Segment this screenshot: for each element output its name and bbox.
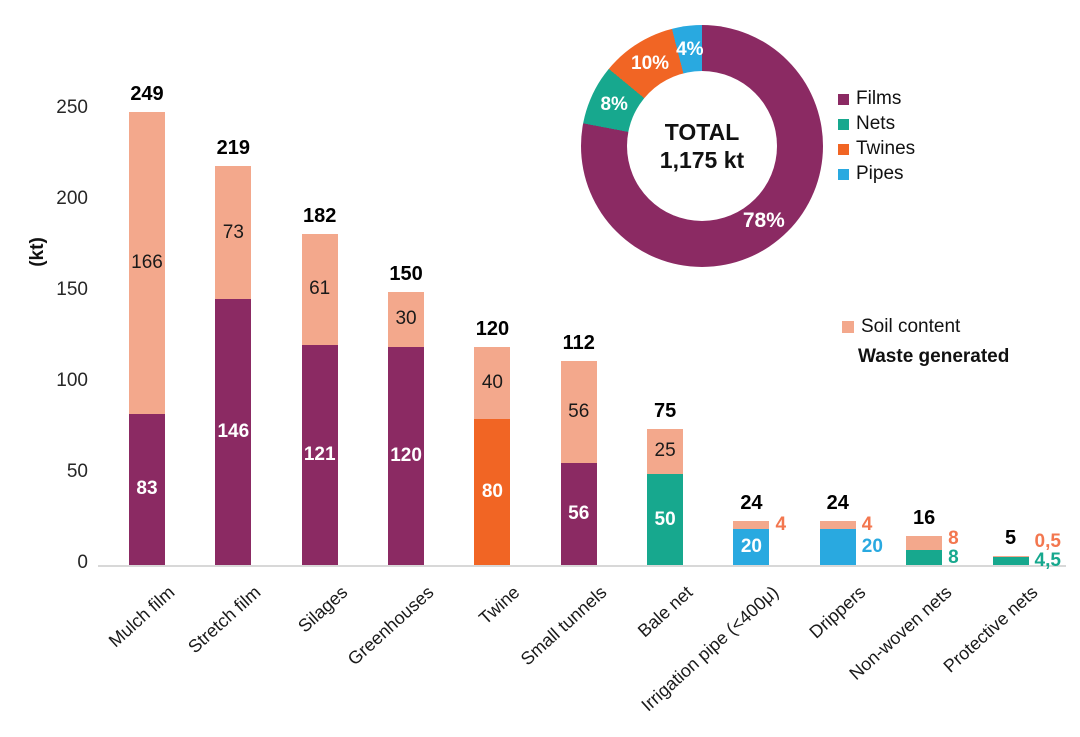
x-axis-category-label: Greenhouses <box>343 582 438 670</box>
donut-legend-label: Twines <box>856 138 916 159</box>
nets-swatch <box>838 118 849 130</box>
bar-waste-value: 83 <box>136 478 158 500</box>
x-axis-line <box>98 565 1066 567</box>
bar-waste-segment <box>906 550 943 565</box>
legend-soil-content: Soil content <box>842 316 960 338</box>
bar-waste-segment <box>560 463 597 565</box>
legend-waste-generated: Waste generated <box>858 346 1009 368</box>
donut-segment-label-films: 78% <box>742 208 785 232</box>
donut-legend-label: Pipes <box>856 163 904 184</box>
y-tick-200: 200 <box>56 188 88 209</box>
donut-legend-item-films: Films <box>838 88 901 110</box>
bar-total-label: 24 <box>826 492 849 515</box>
bar-waste-value: 56 <box>568 503 590 525</box>
bar-soil-segment <box>129 111 165 414</box>
bar-waste-segment <box>388 346 425 565</box>
legend-soil-content-label: Soil content <box>861 316 961 337</box>
bar-waste-value: 20 <box>740 535 763 557</box>
y-axis-label: (kt) <box>27 237 48 267</box>
bar-soil-segment <box>301 233 338 345</box>
bar-total-label: 5 <box>1004 526 1017 549</box>
bar-soil-segment <box>215 166 252 300</box>
bar-total-label: 24 <box>740 492 763 515</box>
bar-waste-segment <box>301 344 338 565</box>
bar-soil-value: 56 <box>568 401 590 423</box>
y-tick-250: 250 <box>56 97 88 118</box>
bar-soil-value: 166 <box>131 251 163 273</box>
bar-soil-segment <box>388 292 425 347</box>
x-axis-category-label: Drippers <box>805 582 870 643</box>
bar-waste-segment <box>129 413 165 565</box>
bar-total-label: 75 <box>653 399 677 422</box>
bar-waste-segment <box>215 299 252 565</box>
bar-waste-segment <box>474 419 511 565</box>
y-tick-0: 0 <box>77 552 88 573</box>
legend-waste-generated-label: Waste generated <box>858 346 1010 367</box>
donut-total-value: 1,175 kt <box>659 147 745 173</box>
soil-content-swatch <box>842 321 854 333</box>
bar-soil-segment <box>819 521 856 529</box>
donut-legend-item-pipes: Pipes <box>838 163 904 185</box>
bar-total-label: 219 <box>216 137 251 160</box>
donut-legend-item-nets: Nets <box>838 113 895 135</box>
bar-waste-value: 80 <box>481 481 503 503</box>
bar-waste-segment <box>819 528 856 565</box>
bar-total-label: 150 <box>389 263 423 285</box>
pipes-swatch <box>838 168 849 180</box>
twines-swatch <box>838 143 849 155</box>
bar-soil-value: 4 <box>775 513 787 535</box>
bar-soil-value: 30 <box>395 308 417 330</box>
bar-soil-segment <box>906 535 943 551</box>
bar-total-label: 120 <box>475 317 510 340</box>
donut-legend-label: Nets <box>856 113 896 134</box>
bar-total-label: 112 <box>562 332 595 355</box>
x-axis-category-label: Silages <box>293 582 352 637</box>
bar-soil-value: 8 <box>948 527 959 549</box>
bar-soil-segment <box>474 346 511 420</box>
donut-segment-label-pipes: 4% <box>676 38 704 60</box>
films-swatch <box>838 93 849 105</box>
bar-soil-segment <box>733 521 770 529</box>
bar-waste-value: 20 <box>861 535 883 557</box>
bar-waste-segment <box>992 556 1029 565</box>
x-axis-category-label: Twine <box>475 582 524 629</box>
donut-segment-label-twines: 10% <box>631 53 670 75</box>
y-tick-50: 50 <box>66 461 88 482</box>
y-tick-150: 150 <box>56 279 88 300</box>
bar-waste-value: 121 <box>303 443 336 465</box>
bar-soil-value: 0,5 <box>1034 530 1061 552</box>
bar-waste-value: 4,5 <box>1034 549 1061 571</box>
bar-soil-value: 61 <box>309 278 331 300</box>
bar-soil-segment <box>647 428 684 474</box>
bar-soil-value: 73 <box>222 221 244 243</box>
bar-soil-segment <box>992 555 1029 557</box>
bar-waste-value: 50 <box>654 508 676 530</box>
x-axis-category-label: Stretch film <box>184 582 265 658</box>
bar-soil-value: 4 <box>861 513 873 535</box>
bar-waste-segment <box>733 528 770 565</box>
bar-waste-value: 146 <box>217 421 250 443</box>
bar-soil-segment <box>560 361 597 464</box>
bar-soil-value: 40 <box>481 372 503 393</box>
y-tick-100: 100 <box>56 370 88 391</box>
x-axis-category-label: Mulch film <box>104 582 179 652</box>
bar-waste-value: 120 <box>390 444 422 466</box>
donut-legend-label: Films <box>856 88 902 109</box>
bar-total-label: 182 <box>303 204 337 227</box>
donut-total-title: TOTAL <box>664 119 740 145</box>
x-axis-category-label: Small tunnels <box>516 582 611 670</box>
bar-waste-value: 8 <box>948 546 959 568</box>
donut-segment-label-nets: 8% <box>600 93 628 115</box>
bar-total-label: 249 <box>130 82 164 105</box>
donut-center: TOTAL 1,175 kt <box>627 71 777 221</box>
bar-total-label: 16 <box>913 506 936 529</box>
bar-waste-segment <box>647 474 684 565</box>
x-axis-category-label: Bale net <box>634 582 697 642</box>
donut-legend-item-twines: Twines <box>838 138 915 160</box>
bar-soil-value: 25 <box>654 440 676 462</box>
